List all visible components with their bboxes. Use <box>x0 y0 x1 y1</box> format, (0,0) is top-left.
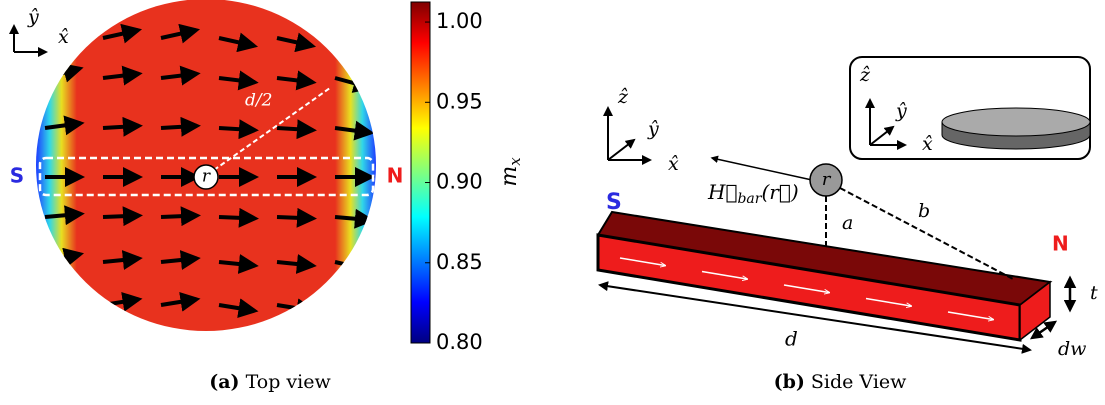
axes-icon: ŷ x̂ <box>14 6 69 52</box>
north-label: N <box>387 164 404 188</box>
field-arrow <box>277 217 313 218</box>
axis-label: ẑ <box>617 86 629 108</box>
axis-label: x̂ <box>922 133 933 155</box>
bar-magnet <box>598 212 1050 340</box>
caption: (b) Side View <box>774 371 908 393</box>
radius-label: d/2 <box>245 91 272 111</box>
south-label: S <box>606 190 622 215</box>
colorbar-tick-label: 0.80 <box>436 330 483 354</box>
colorbar-label: mx <box>497 157 524 187</box>
colorbar-label-sub: x <box>506 157 524 166</box>
caption-text: Top view <box>246 371 332 393</box>
colorbar <box>411 2 430 343</box>
field-arrow <box>161 216 197 217</box>
distance-label: b <box>918 200 930 222</box>
field-arg: (r⃗) <box>761 180 798 204</box>
north-label: N <box>1052 232 1069 256</box>
inset-disk <box>942 108 1090 149</box>
south-label: S <box>10 164 24 188</box>
field-arrow <box>219 217 255 218</box>
point-label: r <box>202 167 211 187</box>
field-arrow <box>103 126 139 128</box>
field-arrow <box>219 128 255 130</box>
caption-label: (b) <box>774 371 805 393</box>
field-label: H⃗bar(r⃗) <box>707 180 799 208</box>
axis-label: x̂ <box>58 26 69 48</box>
width-label: dw <box>1058 338 1086 360</box>
colorbar-tick-label: 0.95 <box>436 89 483 113</box>
field-arrow <box>45 293 79 305</box>
field-arrow <box>103 216 139 217</box>
caption-label: (a) <box>209 371 239 393</box>
field-arrow <box>277 128 313 130</box>
axis-label: ẑ <box>859 64 871 86</box>
distance-label: a <box>842 212 853 234</box>
field-arrow <box>712 158 812 180</box>
length-label: d <box>785 327 798 351</box>
caption-text: Side View <box>811 371 907 393</box>
thickness-label: t <box>1090 282 1098 304</box>
caption: (a) Top view <box>209 371 331 393</box>
axis-label: ŷ <box>895 100 907 122</box>
colorbar-tick-label: 0.90 <box>436 170 483 194</box>
colorbar-label-main: m <box>497 166 522 187</box>
axis-label: x̂ <box>668 153 679 175</box>
point-label: r <box>822 169 832 190</box>
axes-icon: ẑ ŷ x̂ <box>608 86 679 175</box>
field-arrow <box>335 305 369 317</box>
field-arrow <box>335 38 367 55</box>
axis-label: ŷ <box>647 118 659 140</box>
axis-label: ŷ <box>27 6 39 28</box>
field-symbol: H⃗ <box>707 180 737 204</box>
figure: d/2 r S N ŷ x̂ 0.80 0.85 0.90 0.95 1.00 mx (… <box>0 0 1105 405</box>
field-sub: bar <box>737 191 762 207</box>
colorbar-tick-label: 1.00 <box>436 9 483 33</box>
colorbar-tick-label: 0.85 <box>436 250 483 274</box>
field-arrow <box>161 126 197 128</box>
